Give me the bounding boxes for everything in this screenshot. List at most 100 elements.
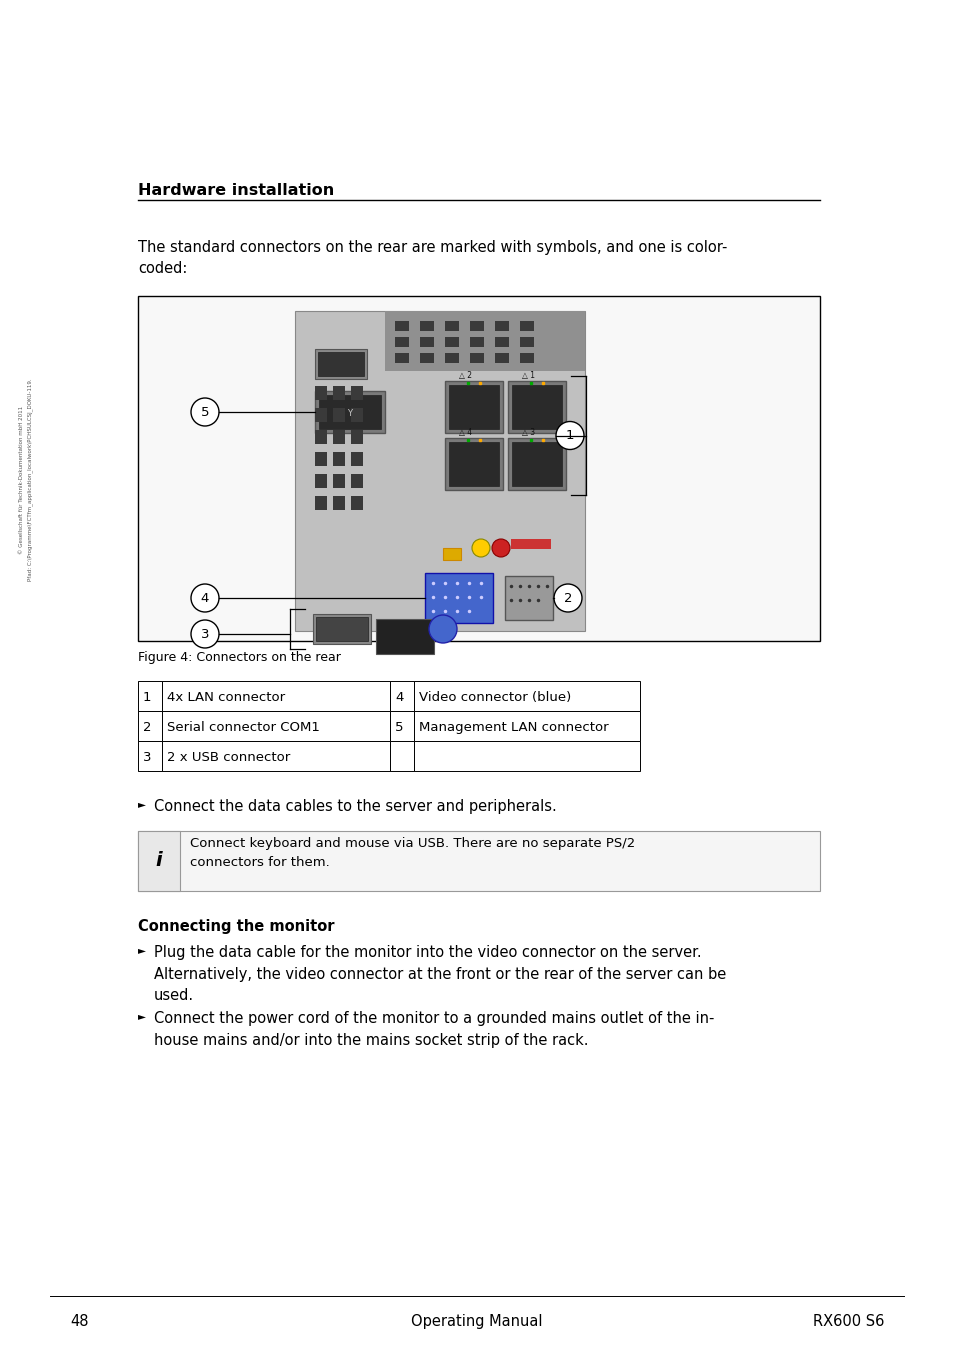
Bar: [511, 539, 551, 549]
Bar: [449, 442, 498, 486]
Circle shape: [472, 539, 490, 557]
Bar: [414, 711, 639, 740]
Bar: [351, 474, 363, 488]
Text: © Gesellschaft für Technik-Dokumentation mbH 2011: © Gesellschaft für Technik-Dokumentation…: [19, 405, 25, 554]
Bar: [138, 296, 820, 640]
Bar: [333, 386, 345, 400]
Bar: [512, 442, 561, 486]
Text: △ 3: △ 3: [521, 428, 535, 436]
Bar: [444, 353, 458, 363]
Bar: [162, 681, 390, 711]
Bar: [414, 681, 639, 711]
Text: 2: 2: [143, 721, 152, 734]
Text: 2: 2: [563, 592, 572, 604]
Bar: [351, 453, 363, 466]
Bar: [314, 349, 367, 380]
Text: 5: 5: [200, 405, 209, 419]
Text: The standard connectors on the rear are marked with symbols, and one is color-
c: The standard connectors on the rear are …: [138, 240, 726, 276]
Text: 2 x USB connector: 2 x USB connector: [167, 751, 290, 765]
Bar: [444, 381, 502, 434]
Circle shape: [556, 422, 583, 450]
Bar: [333, 474, 345, 488]
Text: 4: 4: [200, 592, 209, 604]
Circle shape: [429, 615, 456, 643]
Bar: [333, 430, 345, 444]
Bar: [314, 474, 327, 488]
Text: i: i: [155, 851, 162, 870]
Text: 3: 3: [143, 751, 152, 765]
Bar: [375, 619, 434, 654]
Circle shape: [191, 584, 219, 612]
Bar: [519, 353, 534, 363]
Bar: [314, 386, 327, 400]
Bar: [504, 576, 553, 620]
Bar: [385, 311, 584, 372]
Bar: [162, 740, 390, 771]
Bar: [333, 453, 345, 466]
Bar: [419, 336, 434, 347]
Bar: [138, 681, 162, 711]
Bar: [314, 453, 327, 466]
Bar: [395, 322, 409, 331]
Bar: [512, 385, 561, 430]
Bar: [351, 496, 363, 509]
Text: Management LAN connector: Management LAN connector: [418, 721, 608, 734]
Bar: [314, 496, 327, 509]
Bar: [351, 408, 363, 422]
Bar: [444, 336, 458, 347]
Bar: [444, 438, 502, 490]
Bar: [390, 740, 414, 771]
Text: △ 1: △ 1: [521, 372, 535, 380]
Text: Serial connector COM1: Serial connector COM1: [167, 721, 319, 734]
Bar: [470, 322, 483, 331]
Bar: [449, 385, 498, 430]
Bar: [519, 322, 534, 331]
Bar: [414, 740, 639, 771]
Bar: [419, 353, 434, 363]
Text: 4x LAN connector: 4x LAN connector: [167, 690, 285, 704]
Text: △ 2: △ 2: [458, 372, 472, 380]
Bar: [390, 681, 414, 711]
Bar: [314, 430, 327, 444]
Bar: [507, 381, 565, 434]
Bar: [138, 711, 162, 740]
Bar: [519, 336, 534, 347]
Text: ►: ►: [138, 944, 146, 955]
Text: Video connector (blue): Video connector (blue): [418, 690, 571, 704]
Text: Connect keyboard and mouse via USB. There are no separate PS/2
connectors for th: Connect keyboard and mouse via USB. Ther…: [190, 838, 635, 869]
Bar: [390, 711, 414, 740]
Bar: [470, 336, 483, 347]
Text: Connect the power cord of the monitor to a grounded mains outlet of the in-
hous: Connect the power cord of the monitor to…: [153, 1011, 714, 1047]
Text: 48: 48: [70, 1315, 89, 1329]
Bar: [313, 613, 371, 644]
Circle shape: [492, 539, 510, 557]
Bar: [424, 573, 493, 623]
Bar: [317, 353, 364, 376]
Bar: [495, 353, 509, 363]
Text: 1: 1: [143, 690, 152, 704]
Text: 1: 1: [565, 430, 574, 442]
Bar: [395, 336, 409, 347]
Text: Connect the data cables to the server and peripherals.: Connect the data cables to the server an…: [153, 798, 557, 815]
Bar: [162, 711, 390, 740]
Bar: [351, 386, 363, 400]
Text: 3: 3: [200, 627, 209, 640]
Text: Figure 4: Connectors on the rear: Figure 4: Connectors on the rear: [138, 651, 340, 663]
Text: △ 4: △ 4: [458, 428, 472, 436]
Bar: [138, 831, 180, 892]
Bar: [419, 322, 434, 331]
Text: 4: 4: [395, 690, 403, 704]
Bar: [315, 617, 368, 640]
Bar: [138, 831, 820, 892]
Bar: [294, 311, 584, 631]
Text: ►: ►: [138, 1011, 146, 1021]
Bar: [351, 430, 363, 444]
Bar: [442, 549, 460, 561]
Circle shape: [191, 399, 219, 426]
Text: Plug the data cable for the monitor into the video connector on the server.
Alte: Plug the data cable for the monitor into…: [153, 944, 725, 1004]
Bar: [507, 438, 565, 490]
Bar: [333, 496, 345, 509]
Text: Pfad: C:\Programme\FCTfm_application_localwork\PCHSULCSJ_DOKU-119.: Pfad: C:\Programme\FCTfm_application_loc…: [27, 378, 32, 581]
Bar: [495, 322, 509, 331]
Text: RX600 S6: RX600 S6: [812, 1315, 883, 1329]
